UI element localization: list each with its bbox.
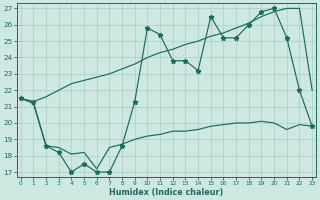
X-axis label: Humidex (Indice chaleur): Humidex (Indice chaleur) <box>109 188 224 197</box>
